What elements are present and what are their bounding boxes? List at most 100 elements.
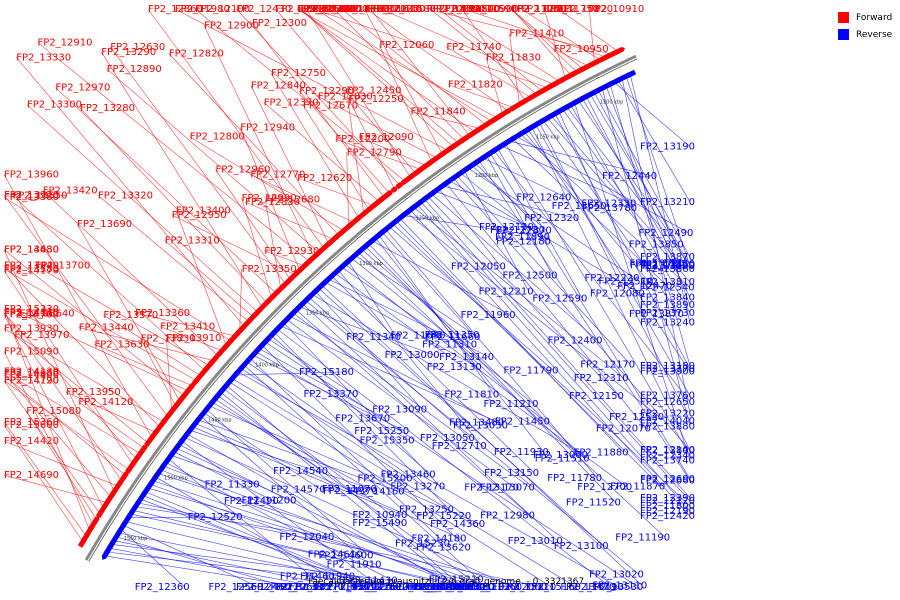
gene-label: FP2_10950 [554,44,609,55]
connector-line [558,111,602,207]
genome-backbone [84,54,638,562]
connector-line [570,104,691,313]
connector-line [334,272,628,488]
connector-line [482,157,567,198]
gene-label: FP2_15160 [526,582,581,593]
gene-label: FP2_11980 [175,4,230,15]
connector-line [178,444,460,588]
gene-label: FP2_13950 [66,387,121,398]
connector-line [453,177,691,451]
connector-line [3,424,84,542]
gene-label: FP2_13350 [242,264,297,275]
connector-line [3,474,108,503]
connector-line [241,197,272,299]
gene-label: FP2_12670 [303,100,358,111]
connector-line [510,8,583,70]
legend: Forward Reverse [838,9,892,43]
connector-line [315,291,423,410]
connector-line [562,109,633,209]
gene-label: FP2_11380 [274,582,329,593]
connector-line [338,269,483,447]
gene-label: FP2_13150 [484,468,539,479]
gene-label: FP2_11740 [446,42,501,53]
connector-line [361,249,473,345]
connector-line [275,8,416,174]
connector-line [493,150,691,402]
gene-label: FP2_12840 [251,80,306,91]
connector-line [189,136,344,231]
gene-label: FP2_12500 [503,270,558,281]
gene-label: FP2_11590 [462,4,517,15]
connector-line [410,209,691,517]
gene-label: FP2_11600 [341,4,396,15]
gene-label: FP2_13470 [560,582,615,593]
gene-label: FP2_11280 [440,582,495,593]
connector-line [344,263,546,422]
connector-line [371,240,511,316]
gene-label: FP2_12140 [640,445,695,456]
connector-line [413,207,624,379]
gene-arrow [77,536,87,548]
gene-label: FP2_11810 [444,390,499,401]
gene-label: FP2_13220 [640,408,695,419]
gene-label: FP2_13410 [160,321,215,332]
gene-label: FP2_11660 [334,4,389,15]
connector-line [42,190,218,356]
connector-line [147,8,325,249]
connector-line [3,312,137,460]
gene-label: FP2_14130 [4,367,59,378]
connector-line [258,348,386,419]
gene-label: FP2_11610 [367,4,422,15]
gene-label: FP2_12310 [574,373,629,384]
gene-label: FP2_13270 [390,482,445,493]
gene-label: FP2_11560 [430,4,485,15]
gene-label: FP2_13930 [4,323,59,334]
connector-line [520,133,690,288]
connector-line [543,8,566,79]
connector-line [3,371,141,454]
connector-line [380,8,554,85]
connector-line [463,8,607,58]
connector-line [456,175,631,365]
connector-line [605,86,691,306]
connector-line [187,433,456,588]
connector-line [331,275,535,474]
gene-label: FP2_13960 [4,169,59,180]
gene-arrow [101,551,109,560]
gene-label: FP2_12820 [169,49,224,60]
connector-line [113,540,340,588]
connector-line [543,120,680,315]
gene-label: FP2_13900 [640,367,695,378]
gene-label: FP2_12090 [359,132,414,143]
gene-label: FP2_12700 [577,482,632,493]
gene-label: FP2_15200 [358,473,413,484]
connector-line [166,338,172,412]
connector-line [306,8,411,178]
gene-label: FP2_11870 [610,481,665,492]
connector-line [424,198,691,499]
connector-line [78,401,145,449]
connector-line [445,183,647,429]
connector-line [106,68,320,253]
connector-line [271,335,431,475]
gene-label: FP2_11850 [370,4,425,15]
connector-line [328,278,490,358]
connector-line [239,127,301,271]
connector-line [103,314,201,376]
gene-label: FP2_14370 [323,486,378,497]
connector-line [94,344,193,386]
gene-label: FP2_12060 [379,40,434,51]
gene-label: FP2_12710 [432,441,487,452]
gene-label: FP2_11720 [301,4,356,15]
gene-label: FP2_12990 [242,193,297,204]
gene-label: FP2_11460 [280,572,335,583]
tick-label: 1550 kbp [124,536,148,542]
connector-line [3,174,153,438]
gene-label: FP2_14120 [78,397,133,408]
gene-label: FP2_13650 [552,201,607,212]
connector-line [435,190,530,228]
tick-label: 1200 kbp [475,173,499,179]
connector-line [175,210,227,346]
gene-label: FP2_11790 [504,366,559,377]
connector-line [442,185,575,219]
